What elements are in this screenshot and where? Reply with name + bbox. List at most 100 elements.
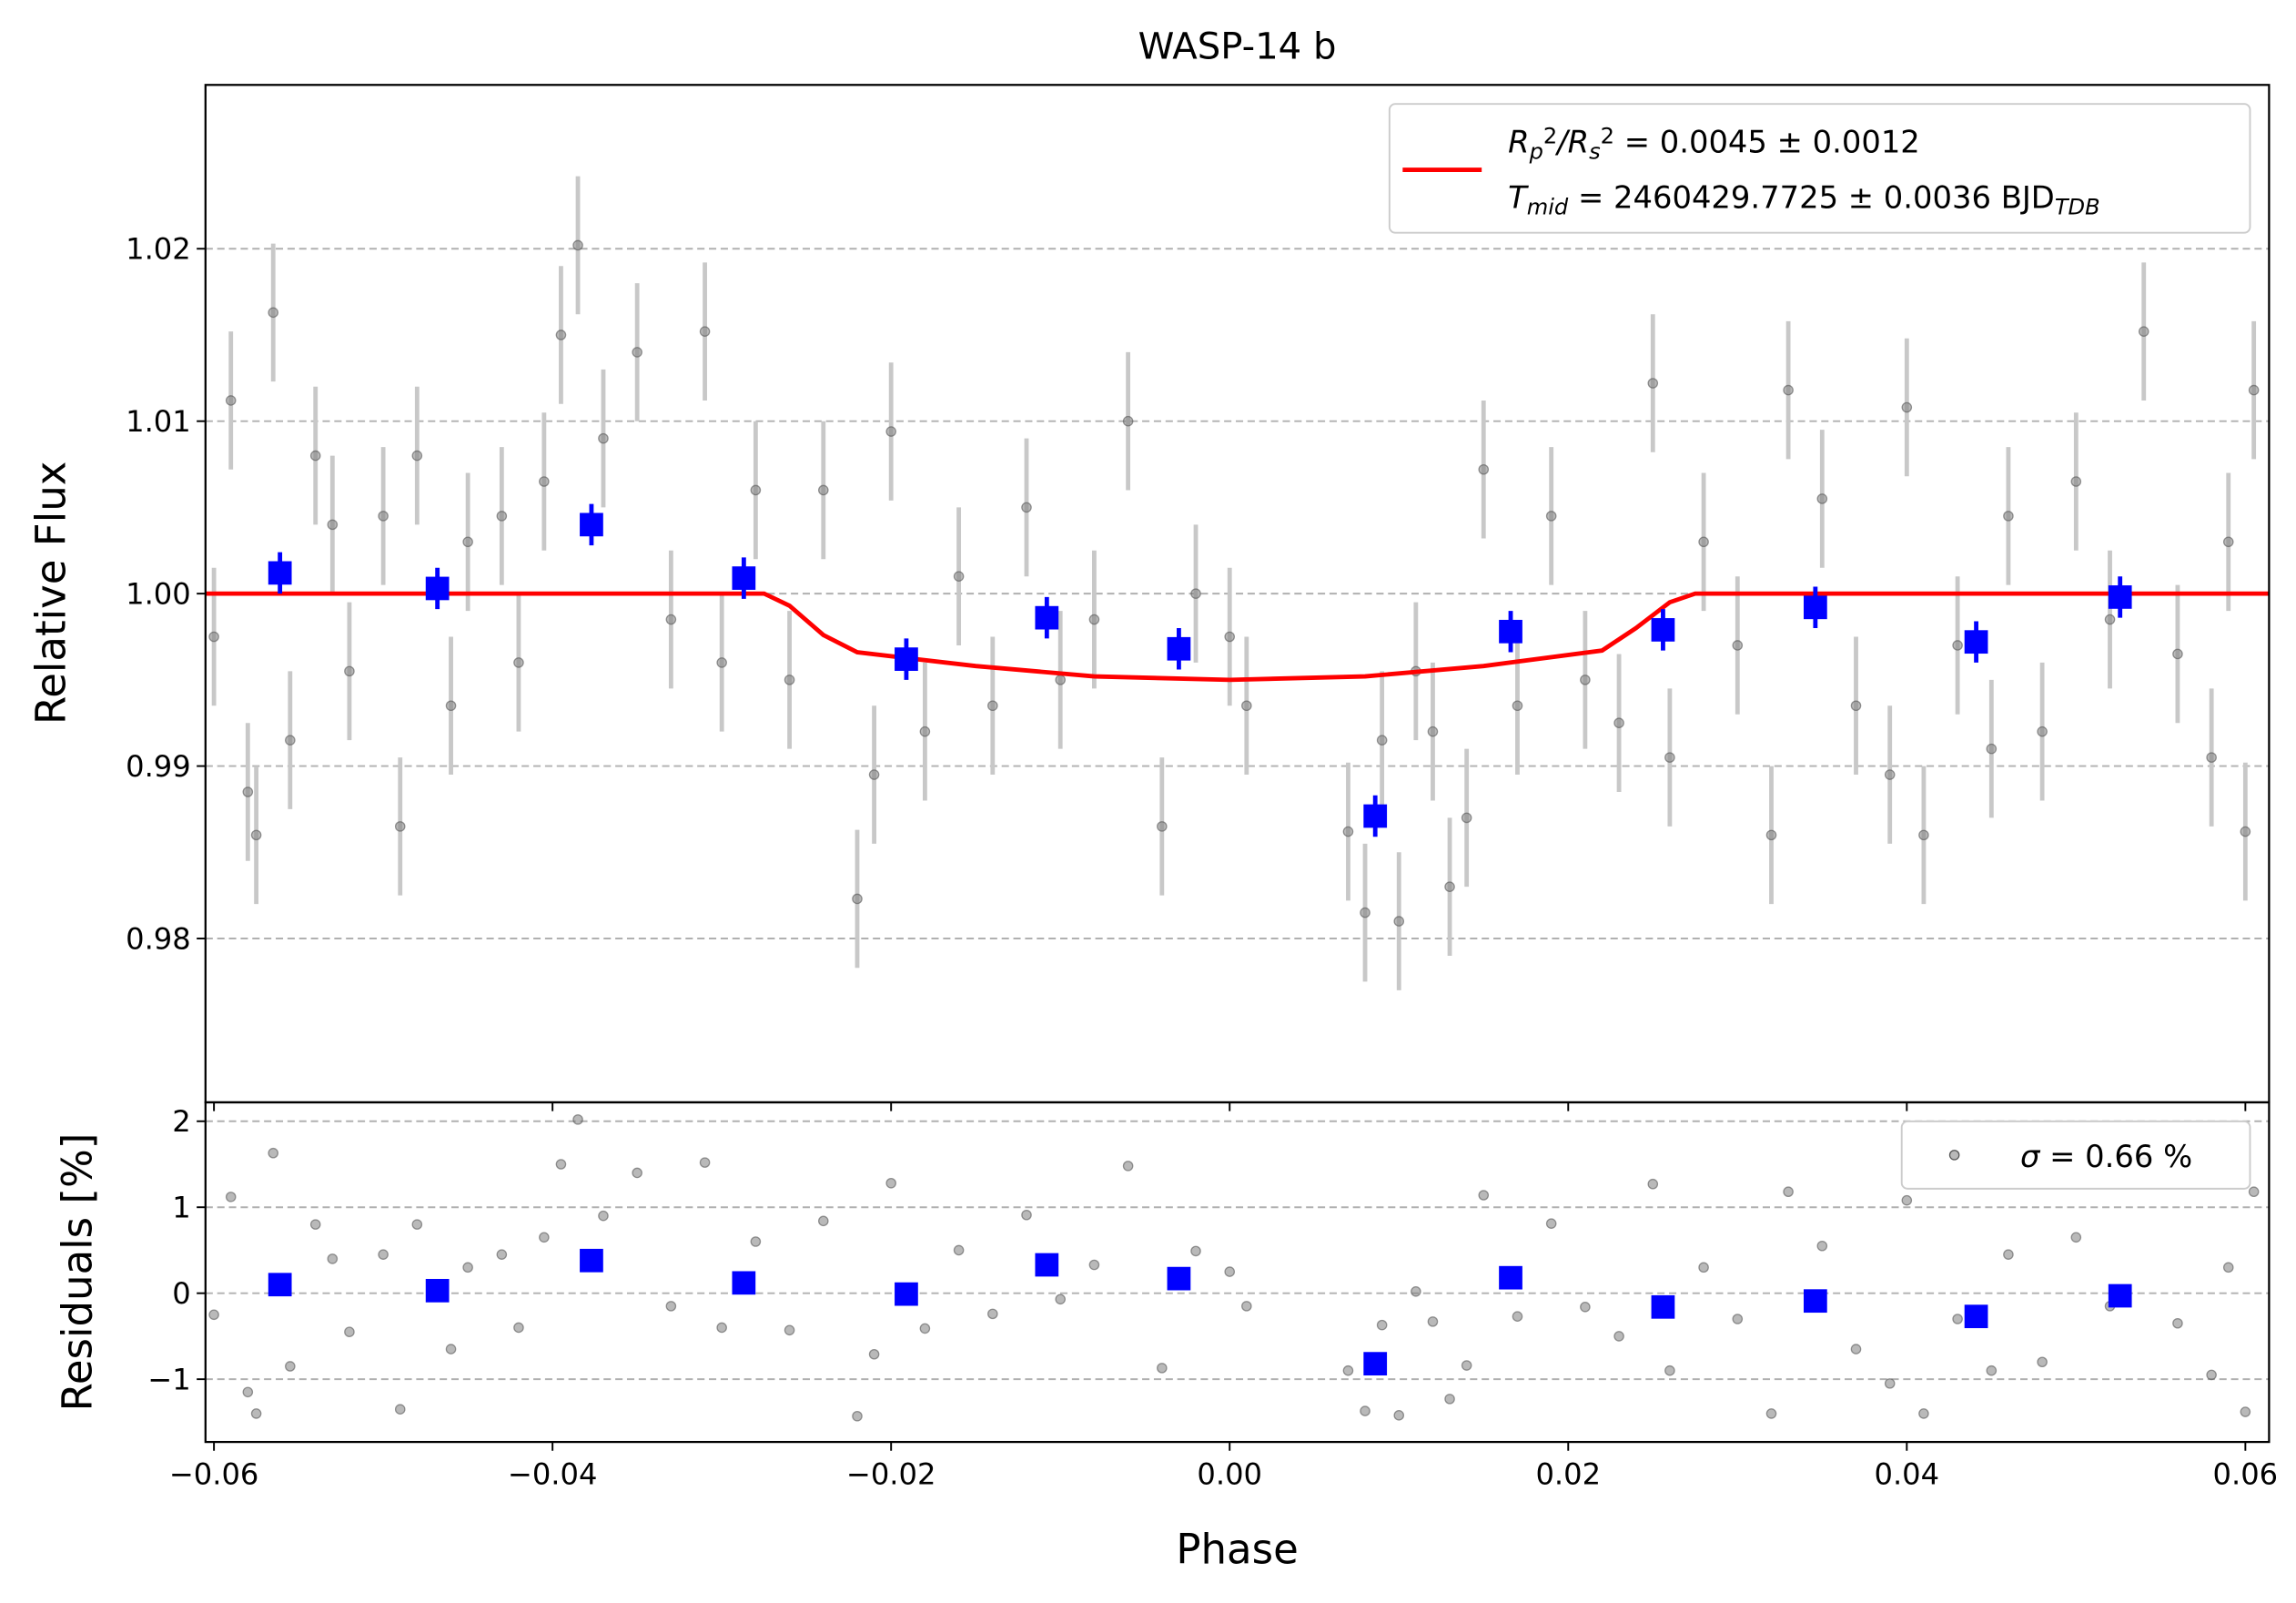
binned-point	[425, 576, 450, 601]
legend-text-part: /R	[1554, 124, 1589, 159]
data-point	[411, 450, 423, 462]
data-point	[285, 1361, 296, 1372]
binned-point	[425, 1278, 450, 1303]
binned-point	[1803, 1289, 1827, 1314]
data-point	[572, 239, 583, 251]
data-point	[598, 1210, 609, 1222]
y-tick-label: 1.00	[126, 576, 191, 611]
binned-point	[732, 1271, 756, 1295]
data-point	[1461, 812, 1472, 824]
y-tick-label: 1.02	[126, 232, 191, 267]
data-point	[1088, 614, 1100, 625]
binned-point	[580, 512, 603, 537]
data-point	[1055, 675, 1066, 685]
data-point	[1901, 401, 1913, 413]
data-point	[2222, 536, 2234, 548]
data-point	[250, 1408, 262, 1419]
data-point	[1664, 752, 1675, 763]
data-point	[1224, 631, 1236, 643]
data-point	[784, 675, 795, 685]
data-point	[632, 1167, 642, 1179]
data-point	[919, 1323, 931, 1334]
data-point	[1478, 463, 1490, 475]
data-point	[1360, 1405, 1371, 1416]
data-point	[2138, 326, 2149, 337]
data-point	[1512, 700, 1523, 712]
data-point	[1190, 1245, 1201, 1257]
data-point	[1360, 907, 1371, 918]
binned-point	[1499, 1265, 1522, 1290]
data-point	[1850, 700, 1862, 712]
legend-text-part: p	[1529, 138, 1543, 164]
legend-text-part: T	[1508, 179, 1529, 215]
data-point	[1901, 1194, 1913, 1206]
data-point	[1647, 1178, 1659, 1190]
data-point	[496, 511, 508, 522]
data-point	[394, 1404, 406, 1415]
data-point	[1783, 1186, 1794, 1198]
x-tick-label: 0.06	[2213, 1457, 2279, 1492]
data-point	[513, 1322, 524, 1334]
legend-box	[1388, 103, 2251, 234]
data-point	[208, 1309, 219, 1321]
binned-point	[2108, 585, 2132, 609]
data-point	[2070, 476, 2082, 487]
data-point	[1580, 1302, 1591, 1313]
data-point	[327, 1253, 339, 1264]
data-point	[1986, 1365, 1998, 1376]
data-point	[1850, 1344, 1862, 1354]
x-tick-label: 0.04	[1875, 1457, 1940, 1492]
data-point	[1376, 1319, 1388, 1331]
data-point	[445, 700, 457, 712]
data-point	[1393, 916, 1405, 927]
data-point	[250, 829, 262, 841]
data-point	[378, 1249, 389, 1260]
legend-box	[1900, 1120, 2251, 1190]
data-point	[665, 614, 677, 625]
data-point	[2240, 826, 2251, 837]
binned-point	[1803, 595, 1827, 620]
legend-text-part: = 0.66 %	[2039, 1139, 2192, 1174]
legend-text-part: mid	[1527, 194, 1569, 219]
binned-point	[580, 1248, 603, 1273]
data-point	[1342, 826, 1354, 837]
data-point	[285, 735, 296, 746]
data-point	[1580, 675, 1591, 685]
data-point	[1952, 640, 1963, 651]
data-point	[344, 1326, 355, 1337]
binned-point	[1167, 1266, 1191, 1291]
legend-text-part: 2	[1601, 124, 1614, 149]
data-point	[1478, 1190, 1490, 1201]
data-point	[1122, 1161, 1134, 1172]
data-point	[1613, 1331, 1624, 1342]
binned-point	[1035, 605, 1059, 630]
data-point	[598, 432, 609, 444]
data-point	[953, 571, 965, 582]
data-point	[1986, 743, 1998, 755]
data-point	[378, 511, 389, 522]
data-point	[1664, 1365, 1675, 1376]
data-point	[750, 1236, 762, 1247]
data-point	[817, 1215, 829, 1227]
data-point	[1461, 1360, 1472, 1371]
binned-point	[1499, 619, 1522, 644]
x-tick-label: 0.02	[1535, 1457, 1601, 1492]
x-tick-label: 0.00	[1197, 1457, 1262, 1492]
data-point	[2172, 648, 2183, 660]
axes-frame	[204, 1101, 2271, 1444]
data-point	[885, 1177, 896, 1189]
y-tick-label: 0.98	[126, 921, 191, 956]
data-point	[852, 893, 863, 905]
data-point	[1190, 588, 1201, 599]
data-point	[496, 1249, 508, 1260]
data-point	[309, 450, 321, 462]
data-point	[1241, 1301, 1252, 1312]
data-point	[462, 536, 473, 548]
plot-area	[205, 176, 2270, 990]
x-tick-label: −0.06	[169, 1457, 259, 1492]
data-point	[1545, 511, 1557, 522]
legend-marker	[1948, 1150, 1960, 1161]
data-point	[513, 657, 524, 668]
x-tick-label: −0.04	[508, 1457, 598, 1492]
